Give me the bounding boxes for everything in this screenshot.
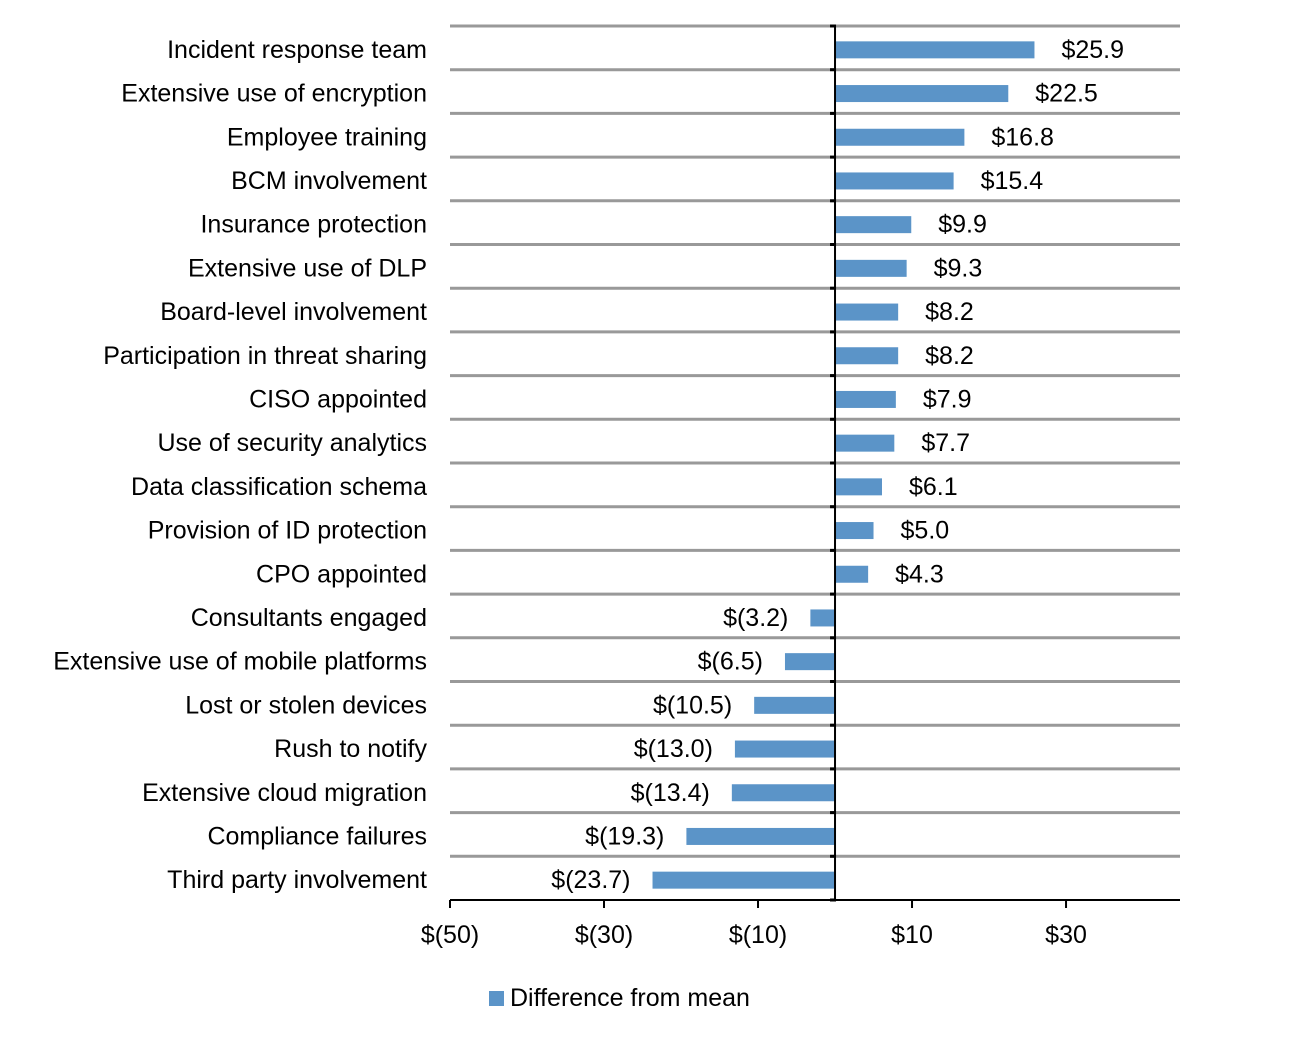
data-label: $15.4 <box>981 167 1044 195</box>
data-label: $22.5 <box>1035 80 1098 108</box>
data-label: $(10.5) <box>653 691 732 719</box>
data-label: $7.7 <box>921 429 970 457</box>
data-label: $(3.2) <box>723 604 788 632</box>
bar <box>835 259 907 277</box>
data-labels: $25.9 $22.5 $16.8 $15.4 $9.9 $9.3 $8.2 $8.2 $7.9… <box>551 36 1124 894</box>
category-label: CPO appointed <box>256 560 427 588</box>
data-label: $(13.4) <box>631 779 710 807</box>
bar <box>686 827 836 845</box>
bar <box>754 696 836 714</box>
x-tick-labels: $(50) $(30) $(10) $10 $30 <box>421 921 1087 949</box>
data-label: $9.3 <box>934 254 983 282</box>
bar <box>835 434 895 452</box>
legend-label: Difference from mean <box>510 984 750 1012</box>
category-label: Compliance failures <box>207 822 427 850</box>
data-label: $5.0 <box>901 517 950 545</box>
category-labels: Incident response team Extensive use of e… <box>53 36 427 894</box>
category-label: Participation in threat sharing <box>103 342 427 370</box>
category-label: Extensive use of mobile platforms <box>53 648 427 676</box>
bar <box>835 216 912 234</box>
category-label: Data classification schema <box>131 473 427 501</box>
category-label: Extensive use of DLP <box>188 254 427 282</box>
bar <box>835 85 1009 103</box>
category-label: BCM involvement <box>231 167 427 195</box>
data-label: $4.3 <box>895 560 944 588</box>
category-label: Provision of ID protection <box>148 517 427 545</box>
bar <box>835 128 965 146</box>
axes <box>449 24 1180 908</box>
data-label: $8.2 <box>925 342 974 370</box>
x-tick-label: $10 <box>891 921 933 949</box>
x-tick-label: $(10) <box>729 921 787 949</box>
data-label: $7.9 <box>923 385 972 413</box>
data-label: $6.1 <box>909 473 958 501</box>
bar <box>810 609 836 627</box>
category-label: Extensive cloud migration <box>142 779 427 807</box>
category-label: Board-level involvement <box>160 298 427 326</box>
category-label: Third party involvement <box>167 866 427 894</box>
category-label: Rush to notify <box>274 735 427 763</box>
category-label: Insurance protection <box>200 211 427 239</box>
category-label: CISO appointed <box>249 385 427 413</box>
gridlines <box>450 24 1180 858</box>
bar <box>835 390 896 408</box>
data-label: $16.8 <box>991 123 1054 151</box>
bar <box>835 347 899 365</box>
legend-swatch <box>489 991 504 1006</box>
category-label: Use of security analytics <box>157 429 427 457</box>
bar <box>731 784 836 802</box>
data-label: $8.2 <box>925 298 974 326</box>
x-tick-label: $30 <box>1045 921 1087 949</box>
data-label: $(13.0) <box>634 735 713 763</box>
bar <box>784 653 836 671</box>
category-label: Incident response team <box>167 36 427 64</box>
bar <box>835 522 874 540</box>
bars <box>652 41 1035 889</box>
x-tick-label: $(50) <box>421 921 479 949</box>
bar <box>835 478 882 496</box>
data-label: $(23.7) <box>551 866 630 894</box>
data-label: $(19.3) <box>585 822 664 850</box>
x-tick-label: $(30) <box>575 921 633 949</box>
data-label: $9.9 <box>938 211 987 239</box>
bar <box>835 172 954 190</box>
category-label: Lost or stolen devices <box>185 691 427 719</box>
bar <box>835 565 869 583</box>
legend: Difference from mean <box>489 984 750 1013</box>
bar <box>835 41 1035 59</box>
category-label: Consultants engaged <box>191 604 427 632</box>
bar <box>652 871 836 889</box>
category-label: Extensive use of encryption <box>121 80 427 108</box>
data-label: $25.9 <box>1061 36 1124 64</box>
category-label: Employee training <box>227 123 427 151</box>
data-label: $(6.5) <box>698 648 763 676</box>
bar <box>734 740 836 758</box>
bar <box>835 303 899 321</box>
